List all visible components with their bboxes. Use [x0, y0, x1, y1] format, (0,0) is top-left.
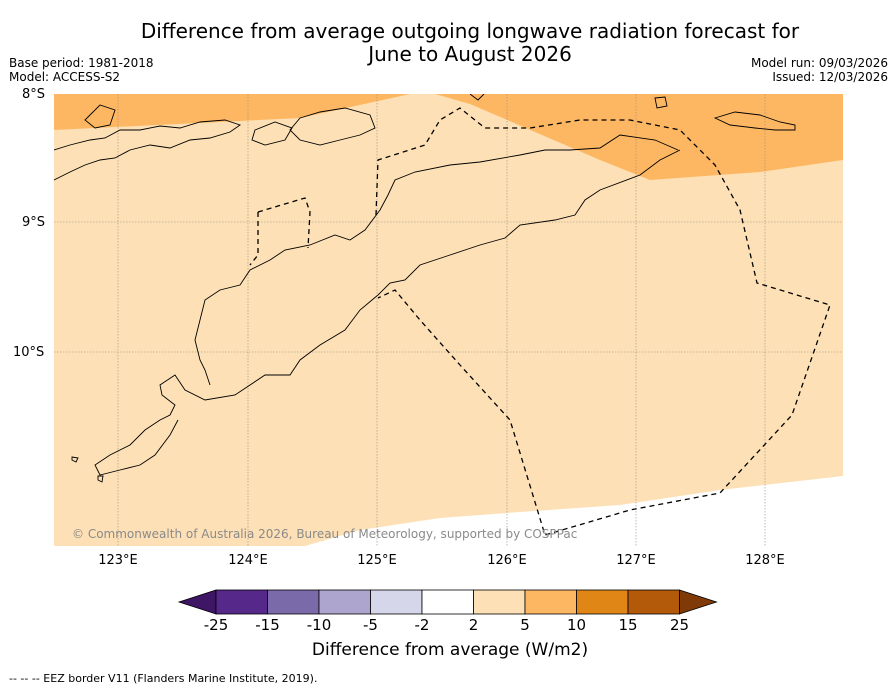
colorbar-tick-5: 2 — [468, 616, 479, 634]
small-island-1 — [654, 96, 668, 109]
colorbar — [177, 589, 718, 615]
colorbar-tick-0: -25 — [203, 616, 229, 634]
meta-left: Base period: 1981-2018 Model: ACCESS-S2 — [9, 56, 154, 84]
colorbar-segment-2 — [318, 589, 371, 615]
lon-label-125e: 125°E — [357, 553, 397, 568]
anomaly-field-orange-west — [54, 94, 410, 130]
colorbar-segment-0 — [215, 589, 268, 615]
colorbar-tick-4: -2 — [414, 616, 430, 634]
lembata-coast — [84, 104, 116, 129]
colorbar-tick-2: -10 — [306, 616, 332, 634]
colorbar-tick-3: -5 — [363, 616, 378, 634]
flores-coast — [54, 119, 241, 181]
lat-label-10s: 10°S — [13, 345, 45, 360]
colorbar-tick-8: 15 — [618, 616, 638, 634]
colorbar-segment-6 — [524, 589, 577, 615]
colorbar-segment-3 — [370, 589, 423, 615]
base-period: Base period: 1981-2018 — [9, 56, 154, 70]
timor-coast-south — [94, 294, 379, 476]
coastlines — [54, 94, 796, 483]
colorbar-extend-high — [679, 589, 718, 615]
title-line-1: Difference from average outgoing longwav… — [140, 19, 800, 43]
lon-label-128e: 128°E — [745, 553, 785, 568]
colorbar-segment-1 — [267, 589, 320, 615]
map-title: Difference from average outgoing longwav… — [120, 20, 820, 66]
eez-border — [249, 107, 831, 536]
lat-label-9s: 9°S — [22, 215, 46, 230]
small-island-4 — [97, 475, 104, 483]
lon-label-124e: 124°E — [228, 553, 268, 568]
title-line-2: June to August 2026 — [368, 42, 572, 66]
timor-coast-west — [194, 134, 679, 386]
anomaly-field-white-corner — [305, 476, 843, 546]
colorbar-segment-8 — [627, 589, 680, 615]
colorbar-segment-5 — [473, 589, 526, 615]
colorbar-tick-6: 5 — [520, 616, 530, 634]
colorbar-tick-9: 25 — [669, 616, 690, 634]
anomaly-field-orange-east — [435, 94, 843, 180]
small-island-3 — [71, 456, 79, 463]
colorbar-tick-1: -15 — [255, 616, 280, 634]
colorbar-tick-7: 10 — [566, 616, 587, 634]
small-island-2 — [469, 94, 485, 101]
colorbar-title: Difference from average (W/m2) — [311, 640, 589, 660]
colorbar-extend-low — [177, 589, 217, 615]
colorbar-segment-4 — [421, 589, 474, 615]
timor-coast-north — [377, 149, 681, 296]
wetar-coast — [713, 111, 796, 131]
copyright-credit: © Commonwealth of Australia 2026, Bureau… — [72, 527, 578, 541]
eez-legend-footer: -- -- -- EEZ border V11 (Flanders Marine… — [9, 672, 318, 685]
lat-label-8s: 8°S — [22, 87, 46, 102]
lon-label-126e: 126°E — [487, 553, 527, 568]
issued-date: Issued: 12/03/2026 — [772, 70, 888, 84]
model-run: Model run: 09/03/2026 — [750, 56, 888, 70]
lon-label-127e: 127°E — [616, 553, 656, 568]
colorbar-segment-7 — [576, 589, 629, 615]
model-name: Model: ACCESS-S2 — [9, 70, 121, 84]
meta-right: Model run: 09/03/2026 Issued: 12/03/2026 — [751, 56, 888, 84]
alor-coast — [289, 107, 376, 146]
pantar-coast — [251, 121, 293, 146]
lon-label-123e: 123°E — [98, 553, 138, 568]
